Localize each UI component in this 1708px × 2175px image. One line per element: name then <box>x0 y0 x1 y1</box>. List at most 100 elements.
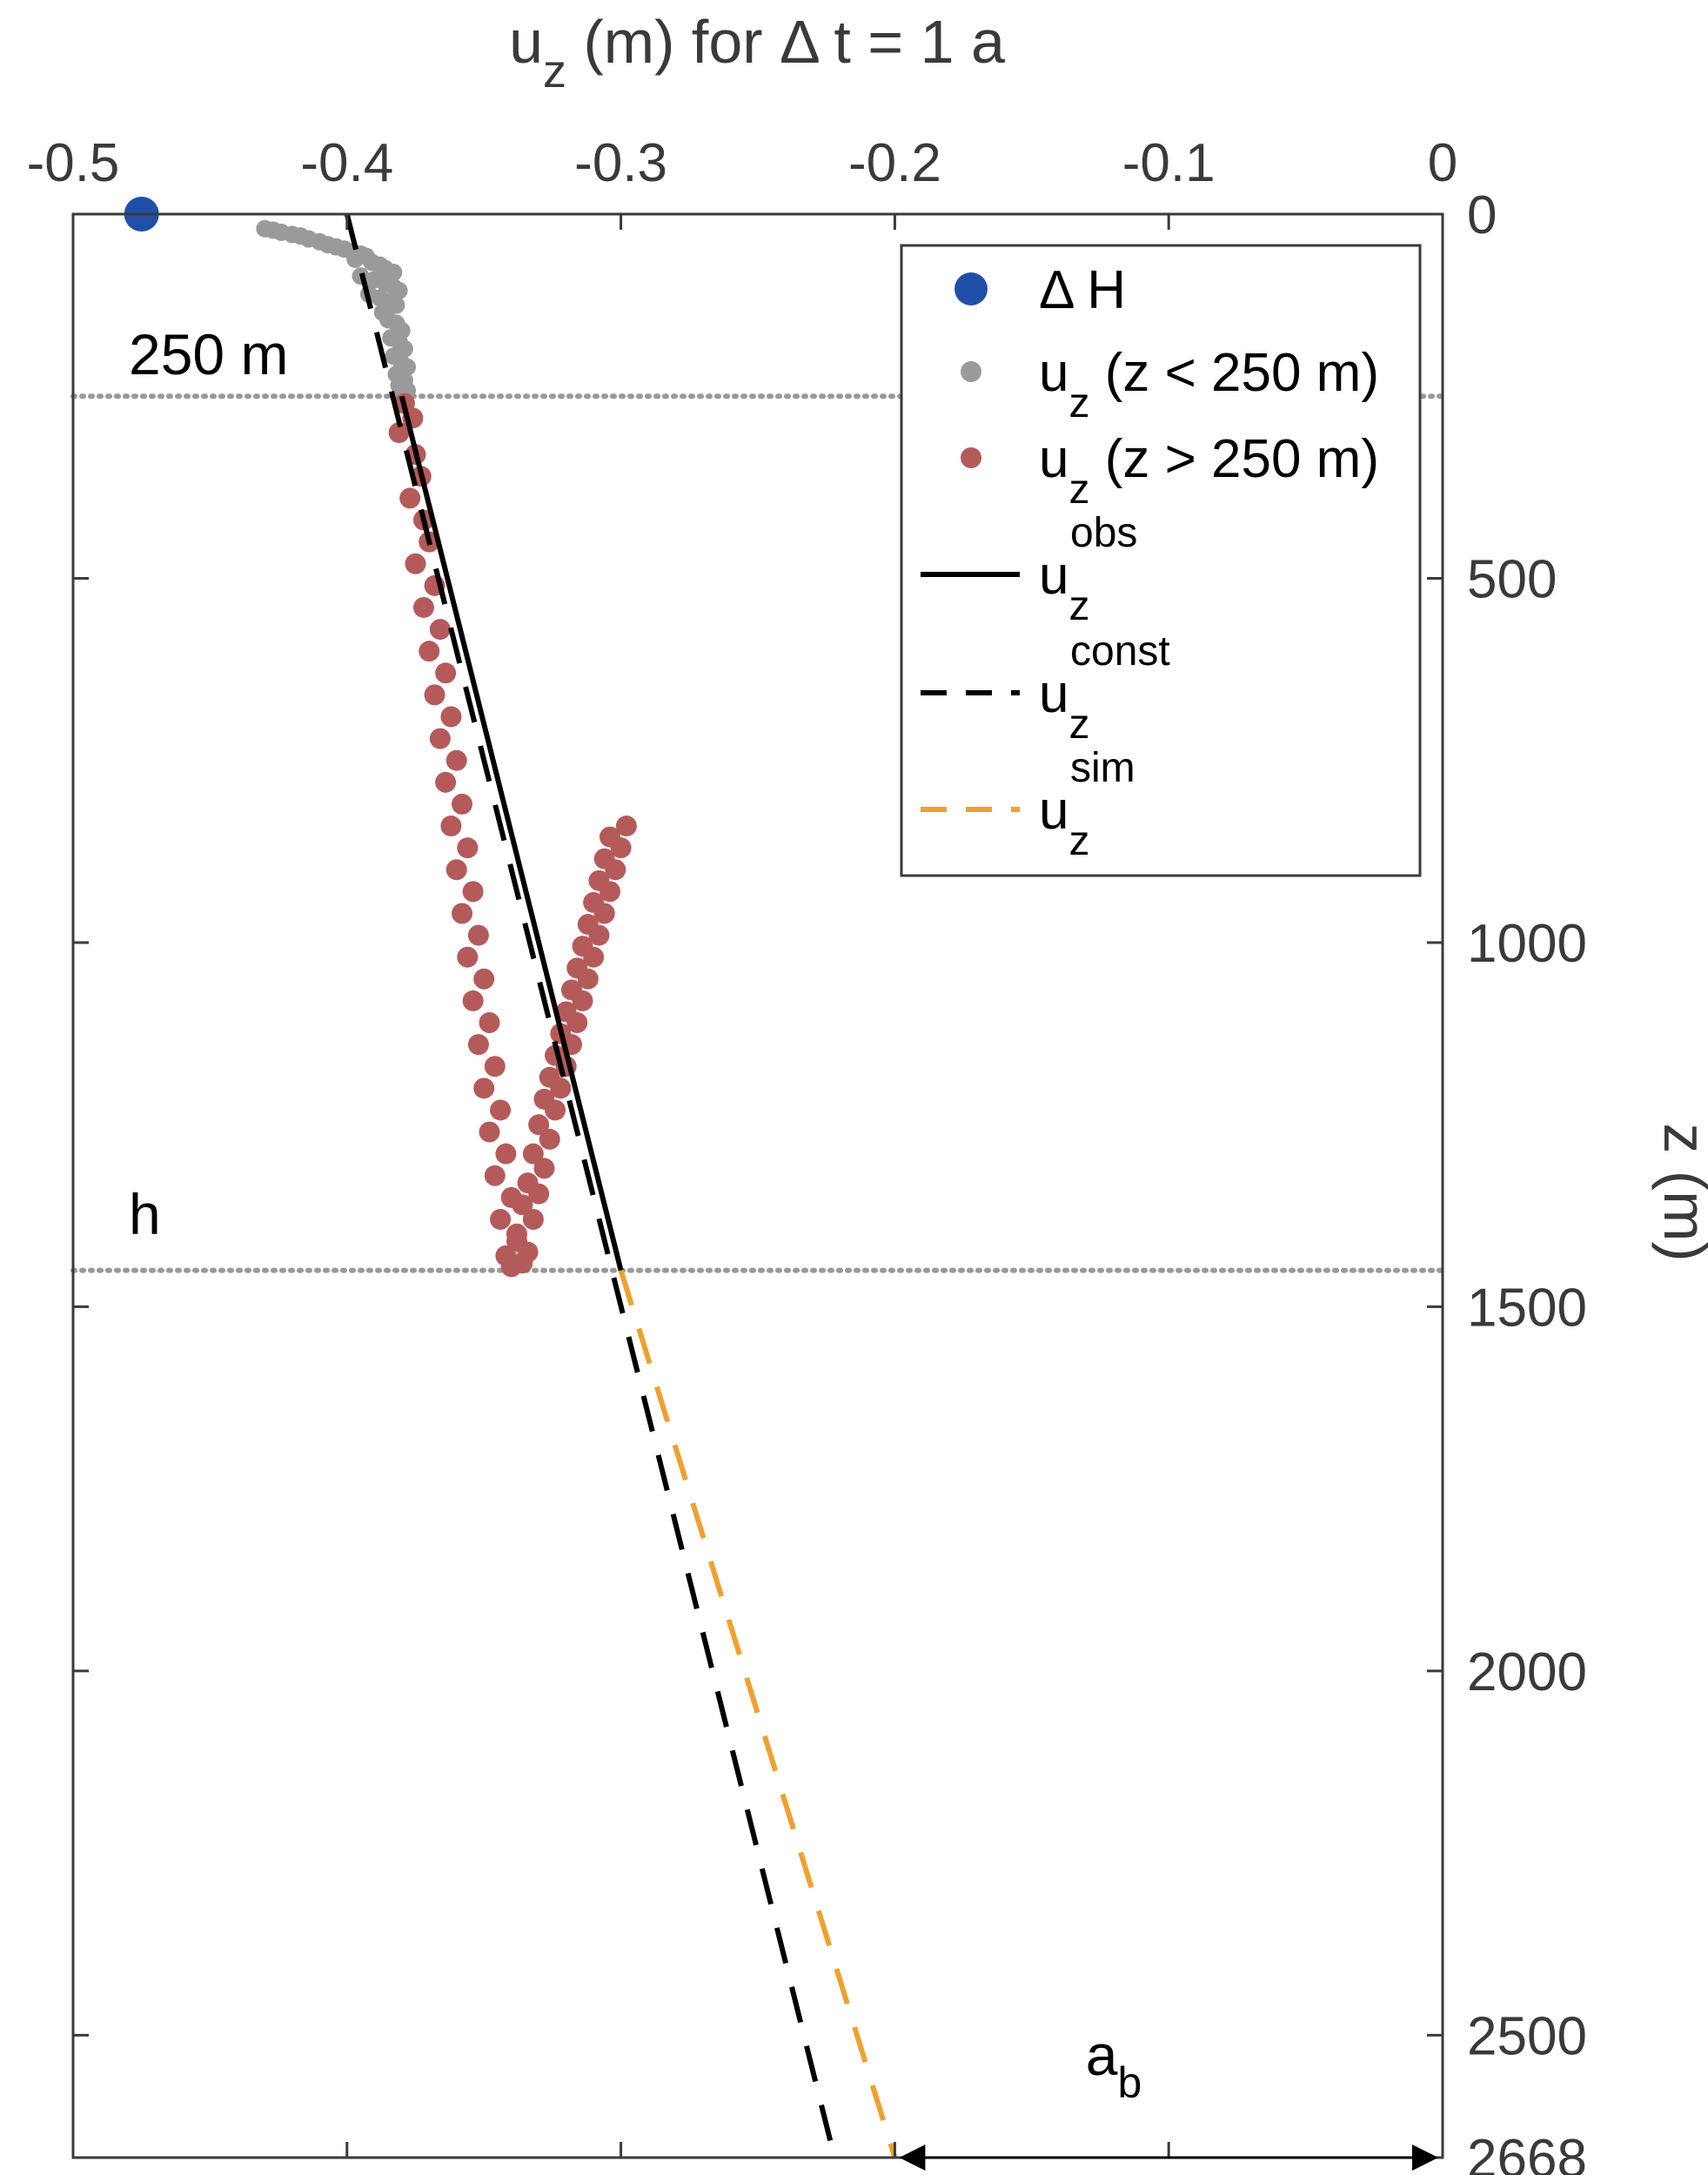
uz_deep-point <box>419 641 440 662</box>
x-tick-label: 0 <box>1428 133 1457 193</box>
uz_deep-point <box>452 793 473 815</box>
uz_deep-point <box>435 771 457 793</box>
uz_deep-point <box>615 816 637 837</box>
legend-label-main: u <box>1039 664 1068 724</box>
uz_deep-point <box>462 990 484 1011</box>
y-tick-label: 2000 <box>1467 1642 1587 1702</box>
uz_deep-point <box>533 1088 555 1110</box>
uz_deep-point <box>405 553 426 574</box>
x-axis-title-main: u <box>509 8 543 76</box>
uz_deep-point <box>429 728 451 749</box>
uz_deep-point <box>399 487 421 509</box>
uz_deep-point <box>467 1034 489 1056</box>
legend-label-sup: sim <box>1070 745 1135 791</box>
uz_deep-point <box>462 881 484 903</box>
legend-marker-uz_deep <box>961 447 981 468</box>
ref-label-250: 250 m <box>129 322 288 386</box>
uz_deep-point <box>424 684 445 706</box>
legend-label-sup: obs <box>1070 510 1137 556</box>
legend-label-sub: z <box>1068 380 1089 426</box>
legend-label-rest: (z < 250 m) <box>1089 343 1379 403</box>
uz_deep-point <box>452 903 473 924</box>
x-axis-title-sub: z <box>543 45 566 97</box>
obs-line <box>399 395 624 1272</box>
legend-marker-delta-h <box>954 272 988 305</box>
x-axis-title-rest: (m) for Δ t = 1 a <box>566 8 1005 76</box>
uz_deep-point <box>388 422 410 444</box>
uz_deep-point <box>479 1121 500 1143</box>
uz_deep-point <box>412 596 434 618</box>
uz_shallow-point <box>387 296 405 314</box>
uz_deep-point <box>440 706 462 728</box>
y-tick-label: 0 <box>1467 185 1497 245</box>
uz_deep-point <box>495 1143 517 1165</box>
uz_deep-point <box>484 1165 506 1186</box>
y-tick-label: 500 <box>1467 549 1557 609</box>
uz_deep-point <box>528 1114 550 1136</box>
uz_deep-point <box>572 936 593 957</box>
uz_deep-point <box>473 1077 495 1099</box>
uz_shallow-point <box>346 250 365 268</box>
uz_deep-point <box>533 1158 555 1179</box>
y-tick-label: 1500 <box>1467 1278 1587 1338</box>
legend-label-sub: z <box>1068 818 1089 864</box>
uz_deep-point <box>457 946 479 968</box>
uz_deep-point <box>539 1066 560 1088</box>
uz_deep-point <box>506 1223 527 1245</box>
uz_deep-point <box>500 1256 522 1278</box>
legend-label-main: u <box>1039 429 1068 489</box>
x-tick-label: -0.4 <box>300 133 393 193</box>
uz_deep-point <box>560 979 582 1001</box>
ab-label-sub: b <box>1117 2058 1142 2107</box>
y-tick-label: 2500 <box>1467 2006 1587 2066</box>
uz_deep-point <box>484 1056 506 1077</box>
plot-frame <box>71 212 1444 2159</box>
legend-label-sim: uz sim <box>1039 745 1135 864</box>
x-tick-label: -0.5 <box>27 133 120 193</box>
legend-label-uz_shallow: uz (z < 250 m) <box>1039 343 1379 426</box>
legend: Δ Huz (z < 250 m)uz (z > 250 m)uzobsuzco… <box>900 244 1422 877</box>
uz_deep-point <box>517 1241 539 1263</box>
uz_deep-point <box>490 1099 512 1121</box>
x-ticks: -0.5 -0.4 -0.3 -0.2 -0.1 0 <box>27 133 1457 2158</box>
uz_deep-point <box>457 837 479 859</box>
legend-label-sub: z <box>1068 467 1089 513</box>
uz_deep-point <box>555 1001 577 1023</box>
uz_deep-point <box>522 1209 544 1230</box>
uz_deep-point <box>588 869 610 891</box>
legend-label-main: u <box>1039 343 1068 403</box>
ref-label-h: h <box>129 1182 161 1246</box>
uz_deep-point <box>435 662 457 684</box>
uz_deep-point <box>539 1128 560 1150</box>
uz_deep-point <box>429 619 451 641</box>
uz_deep-point <box>473 968 495 990</box>
legend-marker-uz_shallow <box>961 361 981 382</box>
uz_deep-point <box>577 914 599 936</box>
legend-box <box>900 244 1422 877</box>
uz_deep-point <box>599 826 621 848</box>
uz_deep-point <box>490 1209 512 1230</box>
uz_deep-point <box>445 749 467 771</box>
uz_deep-point <box>479 1012 500 1034</box>
legend-label-main: Δ H <box>1039 260 1126 320</box>
legend-label-sub: z <box>1068 702 1089 748</box>
legend-label-const: uz const <box>1039 628 1170 748</box>
ab-label-main: a <box>1086 2023 1118 2087</box>
y-tick-label: 2668 <box>1467 2129 1587 2175</box>
x-tick-label: -0.3 <box>574 133 667 193</box>
legend-label-sup: const <box>1070 628 1170 675</box>
const-line <box>344 213 838 2158</box>
y-tick-label: 1000 <box>1467 914 1587 974</box>
uz_deep-point <box>440 816 462 837</box>
uz_deep-point <box>593 848 615 869</box>
uz_deep-point <box>583 891 605 913</box>
legend-label-uz_deep: uz (z > 250 m) <box>1039 429 1379 513</box>
uz_deep-point <box>517 1172 539 1194</box>
x-tick-label: -0.1 <box>1122 133 1216 193</box>
sim-line <box>618 1269 898 2158</box>
y-ticks: 0 500 1000 1500 2000 2500 2668 <box>73 185 1587 2175</box>
legend-label-main: u <box>1039 546 1068 606</box>
legend-label-rest: (z > 250 m) <box>1089 429 1379 489</box>
legend-label-obs: uz obs <box>1039 510 1137 629</box>
